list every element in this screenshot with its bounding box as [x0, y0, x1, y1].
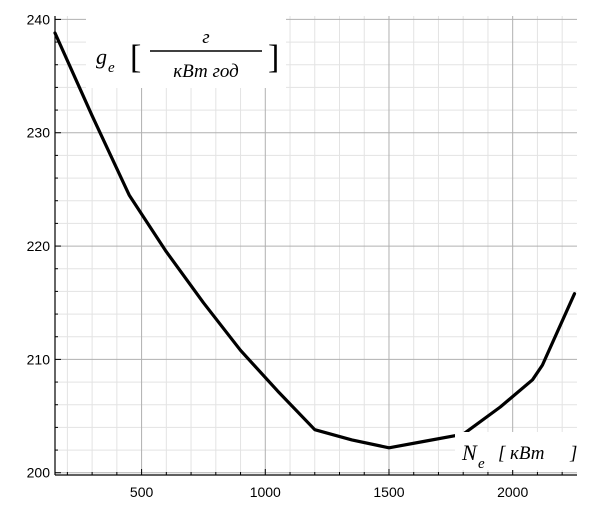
y-axis-subscript: e [108, 60, 115, 76]
x-tick-label: 500 [130, 484, 154, 500]
y-axis-symbol: g [96, 44, 107, 69]
x-axis-subscript: e [478, 456, 485, 472]
y-tick-label: 220 [27, 238, 51, 254]
x-axis-label: N e [ кВт ] [455, 432, 585, 472]
x-axis-right-bracket: ] [569, 443, 577, 464]
y-tick-label: 240 [27, 11, 51, 27]
y-axis-left-bracket: [ [130, 39, 141, 76]
y-tick-label: 230 [27, 125, 51, 141]
y-tick-label: 210 [27, 351, 51, 367]
x-axis-unit: кВт [510, 443, 544, 464]
x-axis-symbol: N [461, 440, 478, 465]
y-axis-unit-numerator: г [202, 27, 209, 48]
y-axis-label: g e [ г кВт год ] [86, 14, 286, 88]
y-axis-right-bracket: ] [268, 39, 279, 76]
x-tick-label: 2000 [497, 484, 528, 500]
y-axis-unit-denominator: кВт год [173, 61, 238, 82]
x-tick-label: 1500 [373, 484, 404, 500]
y-tick-label: 200 [27, 465, 51, 481]
x-tick-label: 1000 [250, 484, 281, 500]
